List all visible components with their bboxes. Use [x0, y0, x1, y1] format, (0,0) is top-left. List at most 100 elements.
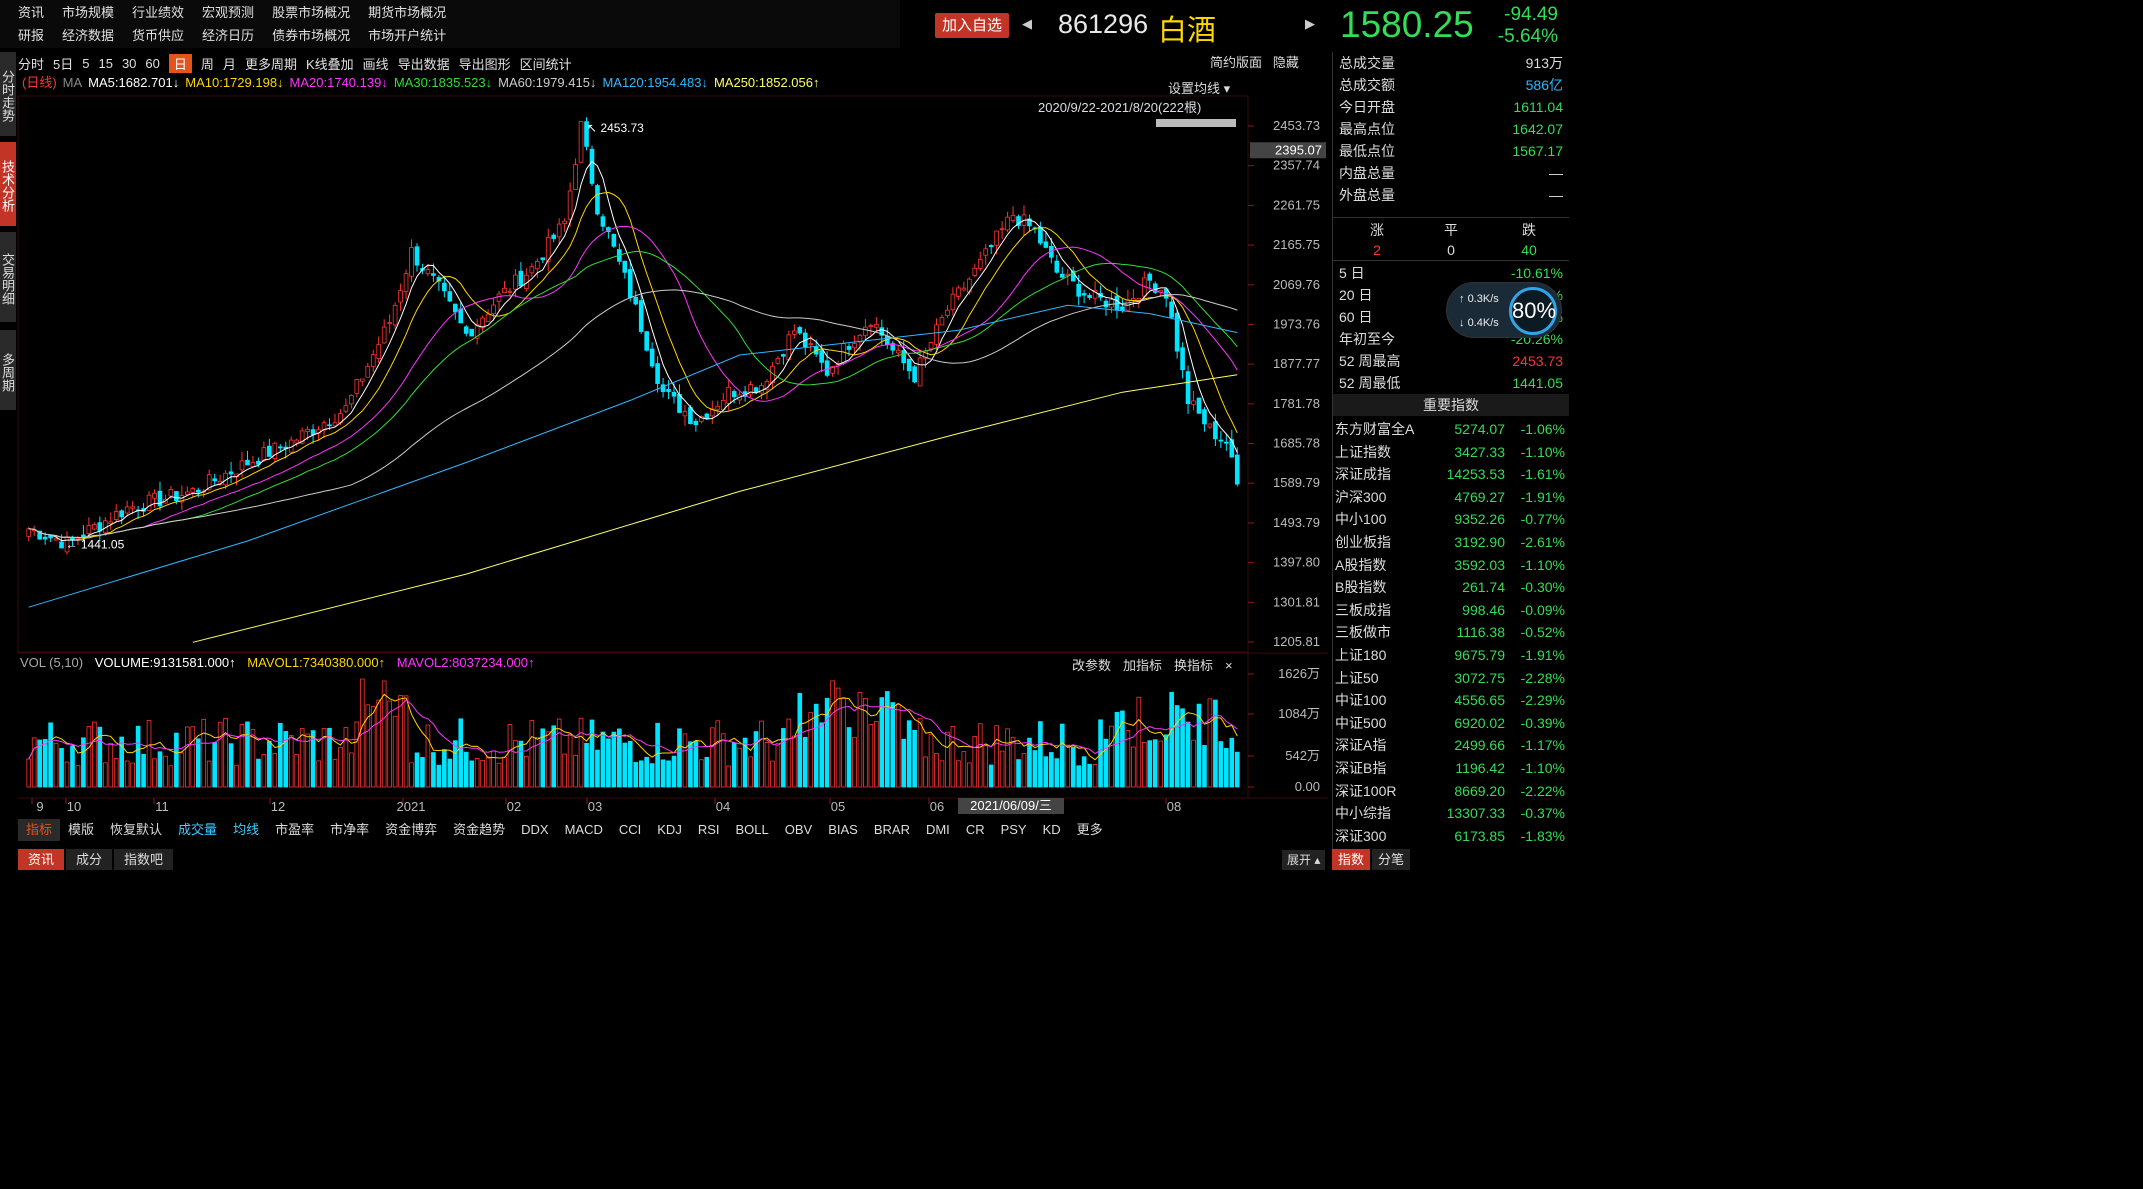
volume-bar — [1092, 764, 1098, 788]
network-speed-widget[interactable]: ↑ 0.3K/s ↓ 0.4K/s 80% — [1446, 282, 1562, 338]
indicator-tab[interactable]: CR — [965, 822, 985, 837]
indicator-tab[interactable]: 市净率 — [330, 822, 370, 837]
menu-item[interactable]: 货币供应 — [132, 28, 185, 43]
toolbar-item[interactable]: 5日 — [53, 56, 74, 72]
indicator-tab[interactable]: 均线 — [233, 822, 260, 837]
cursor-price-label: 2395.07 — [1275, 142, 1322, 157]
toolbar-item[interactable]: 导出数据 — [397, 56, 450, 72]
stat-label: 外盘总量 — [1339, 187, 1395, 203]
toolbar-item[interactable]: 月 — [222, 56, 236, 72]
index-row[interactable]: 上证50 3072.75 -2.28% — [1335, 667, 1567, 689]
indicator-tab[interactable]: RSI — [697, 822, 720, 837]
indicator-tab[interactable]: 指标 — [18, 819, 61, 841]
index-row[interactable]: 深证100R 8669.20 -2.22% — [1335, 780, 1567, 802]
indicator-tab[interactable]: DDX — [521, 822, 549, 837]
menu-item[interactable]: 市场开户统计 — [368, 28, 447, 43]
volume-action-button[interactable]: 换指标 — [1174, 658, 1214, 673]
volume-action-button[interactable]: 加指标 — [1123, 658, 1163, 673]
toolbar-item[interactable]: 15 — [98, 55, 113, 71]
prev-stock-icon[interactable]: ◀ — [1022, 16, 1032, 31]
index-row[interactable]: 深证300 6173.85 -1.83% — [1335, 825, 1567, 847]
toolbar-item[interactable]: 30 — [121, 55, 137, 71]
indicator-tab[interactable]: BOLL — [735, 822, 769, 837]
index-row[interactable]: 深证A指 2499.66 -1.17% — [1335, 734, 1567, 756]
toolbar-item[interactable]: 周 — [200, 56, 214, 72]
indicator-tab[interactable]: 恢复默认 — [110, 822, 163, 837]
index-row[interactable]: 东方财富全A 5274.07 -1.06% — [1335, 418, 1567, 440]
index-change: -1.17% — [1520, 737, 1565, 754]
indicator-tab[interactable]: DMI — [925, 822, 950, 837]
toolbar-item[interactable]: 区间统计 — [519, 56, 572, 72]
index-row[interactable]: 深证成指 14253.53 -1.61% — [1335, 463, 1567, 485]
indicator-tab[interactable]: 模版 — [68, 822, 95, 837]
kline-chart[interactable]: 2453.73 2357.74 2261.75 2165.75 2069.76 1973.… — [0, 0, 1568, 870]
index-row[interactable]: 上证180 9675.79 -1.91% — [1335, 644, 1567, 666]
set-ma-dropdown[interactable]: 设置均线 ▾ — [1168, 81, 1231, 96]
simple-layout-button[interactable]: 简约版面 — [1210, 55, 1263, 70]
indicator-tab[interactable]: BRAR — [873, 822, 910, 837]
menu-item[interactable]: 债券市场概况 — [272, 28, 351, 43]
indicator-tab[interactable]: MACD — [564, 822, 603, 837]
index-row[interactable]: 中证500 6920.02 -0.39% — [1335, 712, 1567, 734]
right-bottom-tab[interactable]: 分笔 — [1372, 849, 1411, 870]
toolbar-item[interactable]: 更多周期 — [244, 56, 297, 72]
menu-item[interactable]: 资讯 — [18, 5, 45, 20]
index-row[interactable]: 创业板指 3192.90 -2.61% — [1335, 531, 1567, 553]
index-row[interactable]: 中证100 4556.65 -2.29% — [1335, 689, 1567, 711]
candle-body — [644, 331, 649, 351]
next-stock-icon[interactable]: ▶ — [1305, 16, 1315, 31]
bottom-tab[interactable]: 成分 — [66, 849, 113, 870]
index-row[interactable]: 三板做市 1116.38 -0.52% — [1335, 621, 1567, 643]
indicator-tab[interactable]: KDJ — [657, 822, 682, 837]
menu-item[interactable]: 研报 — [18, 28, 45, 43]
menu-item[interactable]: 期货市场概况 — [368, 5, 447, 20]
menu-item[interactable]: 股票市场概况 — [272, 5, 351, 20]
volume-action-button[interactable]: 改参数 — [1072, 658, 1112, 673]
close-icon[interactable]: × — [1225, 658, 1233, 673]
indicator-tab[interactable]: 成交量 — [178, 822, 218, 837]
right-bottom-tab[interactable]: 指数 — [1332, 849, 1371, 870]
toolbar-item[interactable]: 日 — [168, 53, 192, 73]
indicator-tab[interactable]: BIAS — [828, 822, 858, 837]
left-tab[interactable]: 交易明细 — [0, 232, 16, 322]
indicator-tab[interactable]: 市盈率 — [275, 822, 315, 837]
hide-button[interactable]: 隐藏 — [1272, 55, 1299, 70]
menu-item[interactable]: 行业绩效 — [132, 5, 185, 20]
toolbar-item[interactable]: 60 — [145, 55, 160, 71]
indicator-tab[interactable]: 更多 — [1076, 822, 1103, 837]
index-row[interactable]: 中小100 9352.26 -0.77% — [1335, 508, 1567, 530]
index-row[interactable]: 中小综指 13307.33 -0.37% — [1335, 802, 1567, 824]
indicator-tab[interactable]: KD — [1042, 822, 1061, 837]
indicator-tab[interactable]: OBV — [784, 822, 813, 837]
indicator-tab[interactable]: CCI — [618, 822, 642, 837]
toolbar-item[interactable]: 导出图形 — [458, 56, 511, 72]
index-row[interactable]: 三板成指 998.46 -0.09% — [1335, 599, 1567, 621]
menu-item[interactable]: 经济数据 — [62, 28, 115, 43]
toolbar-item[interactable]: K线叠加 — [305, 56, 354, 72]
index-row[interactable]: 上证指数 3427.33 -1.10% — [1335, 441, 1567, 463]
candle-body — [1120, 306, 1125, 311]
add-favorite-button[interactable]: 加入自选 — [935, 13, 1009, 38]
toolbar-item[interactable]: 画线 — [362, 56, 389, 72]
expand-button[interactable]: 展开 ▴ — [1282, 850, 1326, 870]
indicator-tab[interactable]: 资金趋势 — [453, 822, 506, 837]
index-row[interactable]: 深证B指 1196.42 -1.10% — [1335, 757, 1567, 779]
bottom-tab[interactable]: 资讯 — [18, 849, 65, 870]
menu-item[interactable]: 市场规模 — [62, 5, 115, 20]
indicator-tab[interactable]: PSY — [1000, 822, 1027, 837]
left-tab[interactable]: 技术分析 — [0, 142, 16, 226]
menu-item[interactable]: 经济日历 — [202, 28, 255, 43]
x-tick-label: 2021 — [397, 799, 426, 814]
index-row[interactable]: B股指数 261.74 -0.30% — [1335, 576, 1567, 598]
menu-item[interactable]: 宏观预测 — [202, 5, 255, 20]
bottom-tab[interactable]: 指数吧 — [114, 849, 174, 870]
index-row[interactable]: A股指数 3592.03 -1.10% — [1335, 554, 1567, 576]
toolbar-item[interactable]: 分时 — [18, 56, 45, 72]
index-row[interactable]: 沪深300 4769.27 -1.91% — [1335, 486, 1567, 508]
volume-bar — [365, 704, 371, 788]
left-tab[interactable]: 分时走势 — [0, 52, 16, 136]
left-tab[interactable]: 多周期 — [0, 330, 16, 410]
toolbar-item[interactable]: 5 — [82, 55, 90, 71]
indicator-tab[interactable]: 资金博弈 — [385, 822, 438, 837]
candle-body — [792, 330, 797, 335]
